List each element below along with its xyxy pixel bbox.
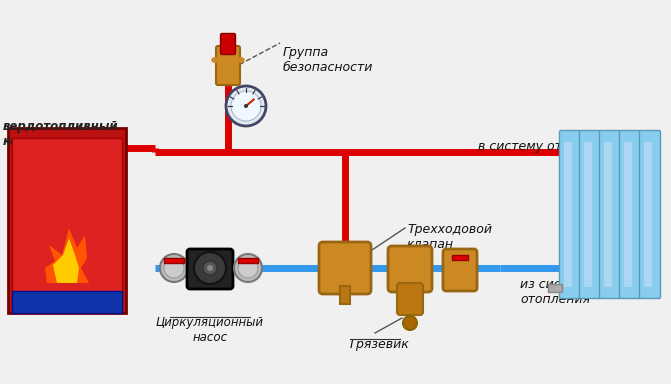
Polygon shape [53,238,79,283]
FancyBboxPatch shape [560,131,580,298]
Bar [8,128,126,313]
Bar [548,284,562,292]
Circle shape [207,265,213,271]
FancyBboxPatch shape [599,131,621,298]
FancyBboxPatch shape [187,249,233,289]
Circle shape [226,86,266,126]
FancyBboxPatch shape [216,46,240,85]
Bar [12,138,122,307]
Circle shape [238,258,258,278]
Text: Циркуляционный
насос: Циркуляционный насос [156,316,264,344]
FancyBboxPatch shape [443,249,477,291]
Text: Трехходовой
клапан: Трехходовой клапан [407,223,492,251]
Circle shape [194,252,226,284]
Circle shape [234,254,262,282]
Circle shape [244,104,248,108]
Bar [644,142,652,287]
Bar [564,142,572,287]
Bar [452,255,468,260]
Circle shape [164,258,184,278]
Bar [238,258,258,263]
Text: из системы
отопления: из системы отопления [520,278,595,306]
Bar [12,291,122,313]
Bar [340,286,350,304]
Bar [604,142,612,287]
FancyBboxPatch shape [388,246,432,292]
FancyBboxPatch shape [319,242,371,294]
Text: в систему отопления: в систему отопления [478,140,617,153]
FancyBboxPatch shape [397,283,423,315]
Circle shape [160,254,188,282]
Bar [624,142,632,287]
Circle shape [203,261,217,275]
Bar [164,258,184,263]
Text: Грязевик: Грязевик [350,338,410,351]
FancyBboxPatch shape [221,33,236,55]
FancyBboxPatch shape [619,131,641,298]
Text: вердотопливный
котел: вердотопливный котел [3,120,119,148]
Polygon shape [45,228,89,283]
Circle shape [231,91,261,121]
Text: Группа
безопасности: Группа безопасности [283,46,373,74]
Circle shape [403,316,417,330]
FancyBboxPatch shape [639,131,660,298]
Bar [584,142,592,287]
FancyBboxPatch shape [580,131,601,298]
